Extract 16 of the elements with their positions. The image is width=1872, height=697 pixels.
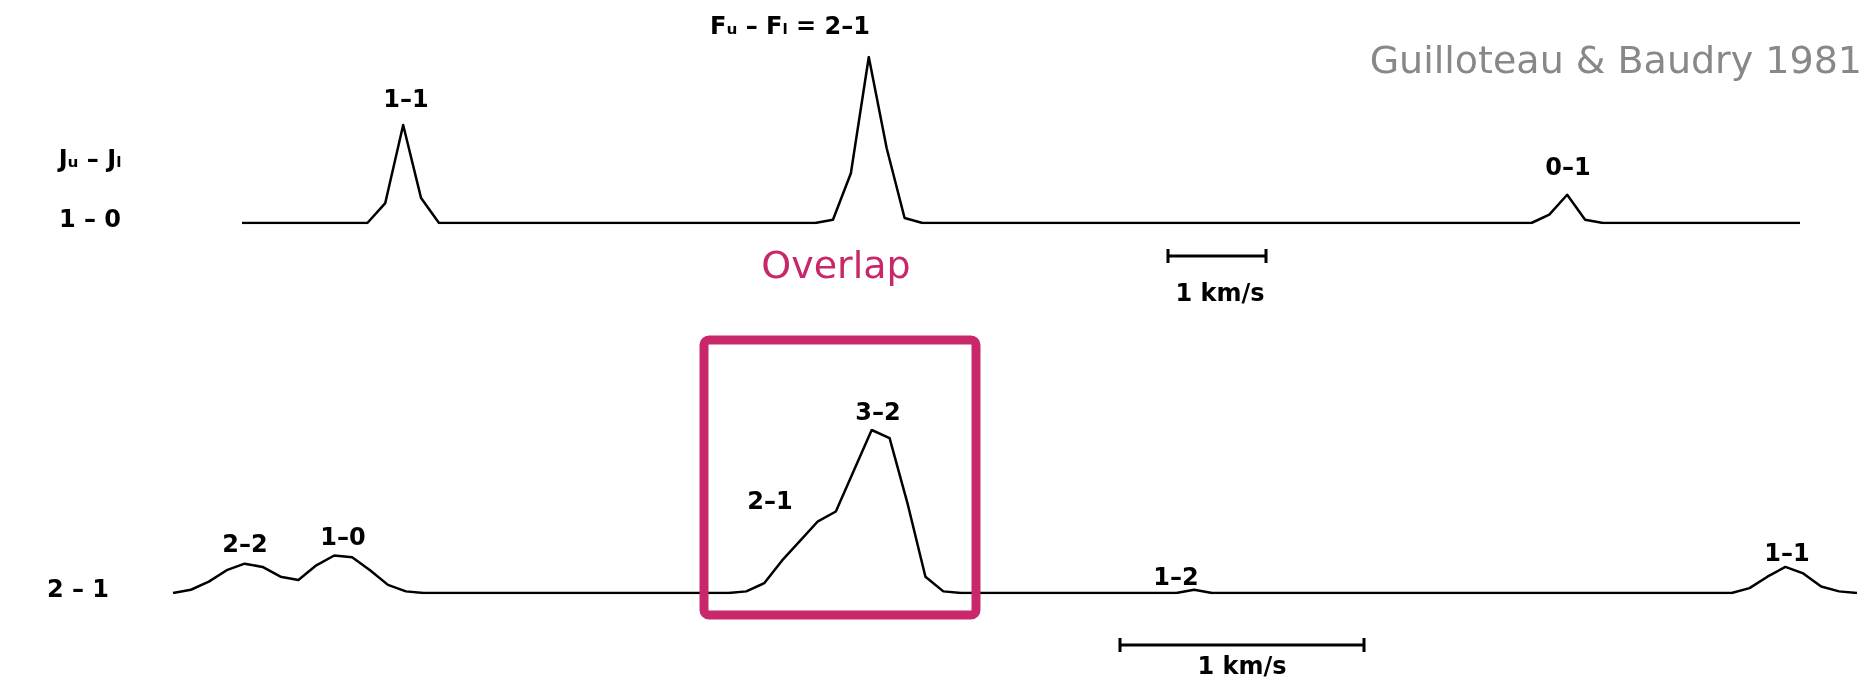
annotation: 1–0 (320, 523, 366, 551)
text: 2 – 1 (46, 575, 110, 603)
text: Jᵤ – Jₗ (56, 145, 122, 173)
text: 1 – 0 (58, 205, 122, 233)
annotation: 0–1 (1545, 153, 1591, 181)
annotation: 1–2 (1153, 563, 1199, 591)
annotation: 1–1 (1764, 539, 1810, 567)
annotation: 2–2 (222, 530, 268, 558)
text: 1 km/s (1175, 279, 1265, 307)
text: 3–2 (855, 398, 901, 426)
annotation: 1–1 (383, 85, 429, 113)
text: 1 km/s (1197, 652, 1287, 680)
annotation: 2–1 (747, 487, 793, 515)
text: Overlap (761, 243, 911, 287)
annotation: Guilloteau & Baudry 1981 (1369, 38, 1862, 82)
text: Fᵤ – Fₗ = 2–1 (710, 12, 870, 40)
